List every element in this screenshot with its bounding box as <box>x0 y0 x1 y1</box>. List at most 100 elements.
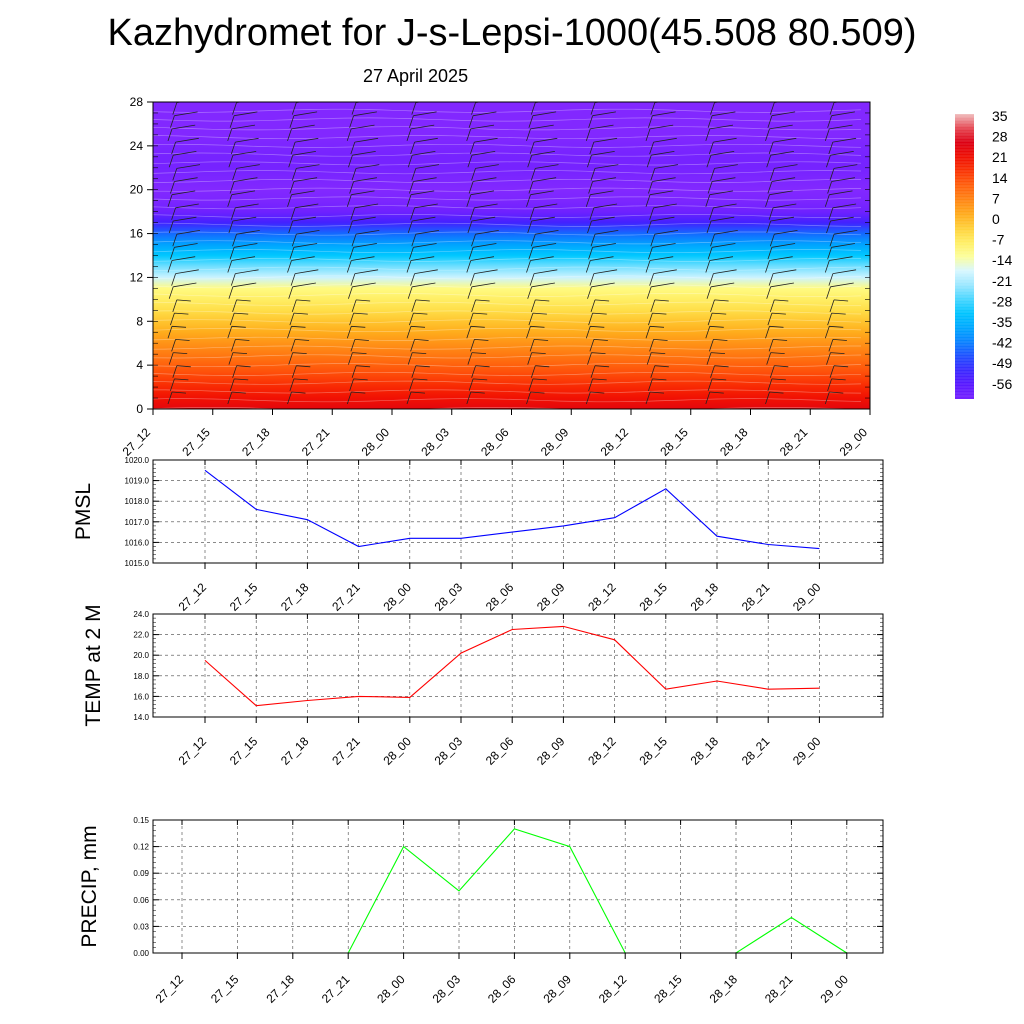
colorbar-label: 35 <box>992 108 1008 124</box>
wind-barb <box>468 111 497 128</box>
wind-barb <box>172 365 191 378</box>
wind-barb <box>287 190 315 207</box>
pmsl-chart: 1015.0 1016.0 1017.0 1018.0 1019.0 1020.0 27_1… <box>72 456 884 614</box>
wind-barb <box>765 256 793 273</box>
wind-barb <box>827 312 846 326</box>
ytick-label: 24.0 <box>133 610 149 619</box>
wind-barb <box>406 256 435 273</box>
wind-barb <box>407 352 427 365</box>
wind-barb <box>827 243 855 260</box>
wind-barb <box>646 352 666 365</box>
wind-barb <box>167 256 196 273</box>
ytick-label: 16.0 <box>133 692 149 701</box>
ytick-label: 1015.0 <box>125 559 150 568</box>
wind-barb <box>645 190 674 207</box>
wind-barb <box>171 203 199 220</box>
wind-barb <box>828 203 857 220</box>
wind-barb <box>766 151 794 168</box>
wind-barb <box>826 352 845 365</box>
wind-barb <box>291 365 311 378</box>
wind-barb <box>346 325 366 339</box>
heatmap-ytick-label: 12 <box>130 270 144 284</box>
colorbar-label: 28 <box>992 129 1008 145</box>
wind-barb <box>826 151 854 168</box>
xtick-label: 28_15 <box>636 734 670 768</box>
xtick-label: 28_21 <box>739 734 773 768</box>
wind-barb <box>767 378 786 392</box>
isotherm <box>153 266 862 271</box>
axis-title: PRECIP, mm <box>78 825 101 947</box>
isotherm <box>153 328 862 333</box>
wind-barb <box>171 269 199 286</box>
wind-barb <box>585 124 614 142</box>
heatmap-xtick-label: 28_18 <box>717 425 751 459</box>
wind-barb <box>407 216 436 234</box>
colorbar-label: -21 <box>992 273 1012 289</box>
xtick-label: 28_18 <box>688 734 722 768</box>
wind-barb <box>289 378 308 392</box>
wind-barb <box>710 164 738 181</box>
wind-barb <box>167 190 196 207</box>
xtick-label: 28_06 <box>483 580 517 614</box>
wind-barb <box>526 325 545 339</box>
wind-barb <box>227 124 256 142</box>
wind-barb <box>466 124 495 142</box>
xtick-label: 28_06 <box>485 972 519 1006</box>
xtick-label: 27_15 <box>227 580 261 614</box>
heatmap-ytick-label: 24 <box>130 139 144 153</box>
wind-barb <box>468 243 497 260</box>
wind-barb <box>824 190 853 207</box>
wind-barb <box>650 164 679 181</box>
wind-barb <box>527 216 555 234</box>
isotherm <box>153 275 862 280</box>
isotherm <box>153 293 862 297</box>
wind-barb <box>170 111 198 128</box>
wind-barb <box>232 102 243 115</box>
wind-barb <box>289 312 308 326</box>
xtick-label: 28_06 <box>483 734 517 768</box>
wind-barb <box>410 269 438 286</box>
heatmap-xtick-label: 28_03 <box>418 425 452 459</box>
wind-barb <box>228 352 248 365</box>
isotherm <box>153 178 861 183</box>
wind-barb <box>287 124 315 142</box>
wind-barb <box>829 230 858 247</box>
wind-barb <box>648 243 676 260</box>
wind-barb <box>470 339 489 352</box>
xtick-label: 28_03 <box>432 734 466 768</box>
wind-barb <box>827 111 855 128</box>
wind-barb <box>171 137 199 155</box>
wind-barb <box>350 339 369 352</box>
wind-barb <box>411 299 430 313</box>
wind-barb <box>167 124 196 142</box>
wind-barb <box>767 177 796 194</box>
isotherm <box>153 301 861 306</box>
xtick-label: 28_00 <box>374 972 408 1006</box>
wind-barb <box>349 312 368 326</box>
wind-barb <box>648 177 676 194</box>
wind-barb <box>471 365 490 378</box>
xtick-label: 27_12 <box>153 972 187 1006</box>
wind-barb <box>529 203 558 220</box>
xtick-label: 28_09 <box>534 734 568 768</box>
wind-barb <box>230 203 259 220</box>
heatmap-ytick-label: 16 <box>130 227 144 241</box>
wind-barb <box>705 325 724 339</box>
wind-barb <box>589 203 618 220</box>
wind-barb <box>530 299 550 313</box>
wind-barb <box>411 102 422 115</box>
wind-barb <box>826 216 854 234</box>
wind-barb <box>287 391 306 405</box>
ytick-label: 14.0 <box>133 713 149 722</box>
wind-barb <box>349 177 377 194</box>
wind-barb <box>590 365 610 378</box>
wind-barbs <box>167 102 858 405</box>
wind-barb <box>709 203 737 220</box>
wind-barb <box>406 391 426 405</box>
colorbar: 35 28 21 14 7 0 -7 -14 -21 -28 -35 -42 -49 -56 <box>955 108 1012 399</box>
wind-barb <box>527 151 555 168</box>
wind-barb <box>227 391 246 405</box>
wind-barb <box>649 339 668 352</box>
wind-barb <box>646 151 675 168</box>
wind-barb <box>468 177 497 194</box>
